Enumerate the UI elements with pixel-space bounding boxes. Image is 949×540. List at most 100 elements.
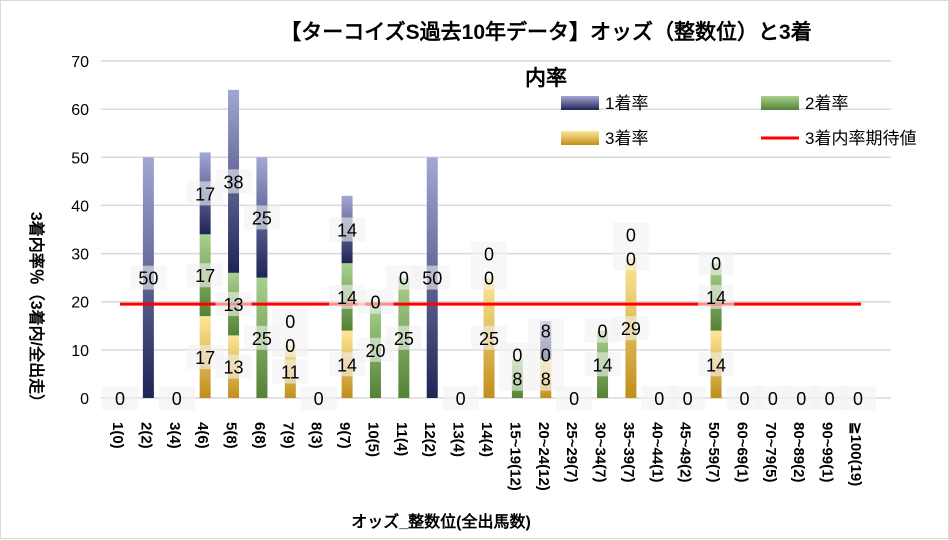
data-label: 0	[172, 389, 182, 409]
x-tick-label: 6(8)	[251, 422, 268, 449]
x-tick-label: 70~79(5)	[762, 422, 779, 482]
data-label: 17	[195, 348, 215, 368]
data-label: 0	[598, 322, 608, 342]
x-tick-label: 8(3)	[308, 422, 325, 449]
data-label-bg	[471, 241, 507, 266]
legend-label: 3着内率期待値	[805, 129, 916, 148]
data-label: 0	[484, 269, 494, 289]
data-label-bg	[584, 352, 621, 377]
data-label: 0	[484, 245, 494, 265]
data-label-bg	[187, 263, 224, 288]
data-label-bg	[215, 169, 252, 194]
data-label: 0	[285, 336, 295, 356]
data-label-bg	[612, 246, 649, 271]
legend-label: 2着率	[805, 94, 848, 113]
x-tick-label: 4(6)	[194, 422, 211, 449]
data-label-bg	[300, 386, 337, 410]
legend-swatch	[761, 96, 799, 110]
legend-swatch	[561, 131, 599, 145]
data-label-bg	[556, 386, 593, 410]
y-tick-label: 50	[71, 150, 89, 167]
x-tick-label: 20~24(12)	[535, 422, 552, 491]
data-label: 0	[683, 389, 693, 409]
data-label: 17	[195, 266, 215, 286]
x-tick-label: ≧100(19)	[847, 422, 864, 486]
x-tick-label: 35~39(7)	[620, 422, 637, 482]
data-label: 29	[621, 319, 641, 339]
data-label: 14	[706, 355, 726, 375]
data-label: 8	[541, 322, 551, 342]
data-label: 0	[654, 389, 664, 409]
data-label: 14	[337, 221, 357, 241]
y-tick-label: 20	[71, 295, 89, 312]
x-tick-label: 1(0)	[109, 422, 126, 449]
legend-label: 3着率	[605, 129, 648, 148]
data-label-bg	[612, 316, 649, 341]
data-label: 14	[337, 288, 357, 308]
x-tick-label: 90~99(1)	[819, 422, 836, 482]
x-tick-label: 15~19(12)	[506, 422, 523, 491]
data-label: 50	[138, 269, 158, 289]
data-label: 13	[224, 358, 244, 378]
data-label: 20	[365, 341, 385, 361]
data-label: 0	[512, 346, 522, 366]
data-label: 25	[479, 329, 499, 349]
data-label-bg	[698, 284, 735, 309]
data-label: 14	[593, 355, 613, 375]
x-tick-label: 11(4)	[393, 422, 410, 456]
x-axis-title: オッズ_整数位(全出馬数)	[351, 512, 531, 531]
x-tick-label: 40~44(1)	[648, 422, 665, 482]
data-label: 0	[626, 225, 636, 245]
data-label: 25	[252, 329, 272, 349]
x-tick-label: 14(4)	[478, 422, 495, 457]
x-tick-label: 3(4)	[166, 422, 183, 449]
data-label-bg	[102, 386, 138, 410]
data-label-bg	[527, 342, 564, 367]
x-tick-label: 7(9)	[279, 422, 296, 449]
data-label: 0	[711, 254, 721, 274]
data-label: 0	[541, 346, 551, 366]
y-tick-label: 60	[71, 102, 89, 119]
data-label: 8	[512, 370, 522, 390]
x-tick-label: 50~59(7)	[705, 422, 722, 482]
data-label: 0	[569, 389, 579, 409]
x-tick-label: 9(7)	[336, 422, 353, 449]
x-tick-label: 2(2)	[137, 422, 154, 449]
data-label: 0	[626, 249, 636, 269]
y-tick-label: 30	[71, 247, 89, 264]
data-label-bg	[527, 318, 564, 343]
y-tick-label: 40	[71, 198, 89, 215]
data-label-bg	[158, 386, 195, 410]
x-tick-label: 30~34(7)	[592, 422, 609, 482]
data-label-bg	[698, 352, 735, 377]
data-label-bg	[840, 386, 876, 410]
y-tick-label: 0	[80, 391, 89, 408]
data-label: 25	[252, 208, 272, 228]
data-label-bg	[272, 359, 309, 384]
legend-swatch	[561, 96, 599, 110]
data-label: 25	[394, 329, 414, 349]
data-label-bg	[215, 354, 252, 379]
y-axis-title: 3着内率％（3着内/全出走）	[27, 212, 46, 410]
y-tick-label: 70	[71, 54, 89, 71]
data-label: 14	[337, 355, 357, 375]
x-tick-label: 80~89(2)	[790, 422, 807, 482]
data-label: 50	[422, 269, 442, 289]
data-label: 0	[314, 389, 324, 409]
data-label-bg	[215, 292, 252, 317]
data-label: 38	[224, 172, 244, 192]
data-label-bg	[272, 309, 309, 334]
data-label: 8	[541, 370, 551, 390]
data-label: 14	[706, 288, 726, 308]
data-label-bg	[471, 265, 507, 290]
data-label: 0	[456, 389, 466, 409]
data-label: 0	[768, 389, 778, 409]
data-label-bg	[243, 205, 280, 230]
data-label-bg	[612, 222, 649, 247]
data-label: 11	[281, 363, 300, 383]
x-tick-label: 10(5)	[364, 422, 381, 457]
x-tick-label: 60~69(1)	[733, 422, 750, 482]
data-label: 0	[399, 269, 409, 289]
